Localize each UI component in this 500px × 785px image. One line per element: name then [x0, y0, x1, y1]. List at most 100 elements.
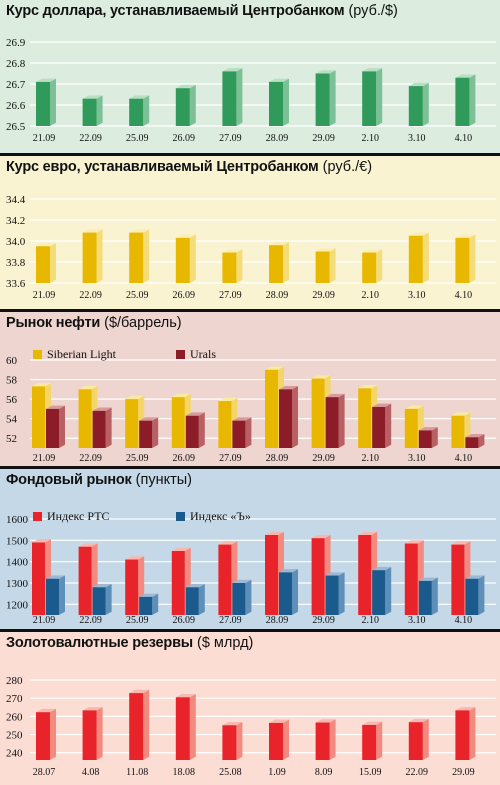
usd-rate-chart: 26.5 26.6 26.7 26.8 26.9 21.09 22.09 25.09 26.09…	[6, 37, 496, 144]
stock-x-tick-label: 21.09	[33, 615, 56, 626]
usd-bar	[315, 70, 336, 126]
stock-x-tick-label: 2.10	[361, 615, 379, 626]
stock-legend-kommersant-swatch	[176, 512, 185, 521]
oil-bar-series-2	[325, 393, 345, 448]
usd-x-tick-label: 27.09	[219, 133, 242, 144]
reserves-x-tick-label: 4.08	[82, 767, 100, 778]
reserves-bar	[82, 707, 103, 760]
stock-market-title: Фондовый рынок (пункты)	[6, 472, 192, 488]
eur-bar	[269, 241, 289, 283]
usd-x-tick-label: 29.09	[312, 133, 335, 144]
stock-x-tick-label: 22.09	[79, 615, 102, 626]
oil-bar-series-2	[46, 405, 65, 448]
oil-market-chart: 52 54 56 58 60 21.09 22.09 25.09 26.09 27.09 28.09…	[6, 355, 496, 464]
eur-y-tick-label: 34.0	[6, 236, 26, 248]
eur-x-tick-label: 22.09	[79, 290, 102, 301]
eur-x-tick-label: 3.10	[408, 290, 426, 301]
usd-x-tick-label: 26.09	[173, 133, 196, 144]
stock-y-tick-label: 1300	[6, 578, 29, 590]
stock-bar-series-2	[372, 566, 392, 615]
oil-x-tick-label: 25.09	[126, 453, 149, 464]
eur-x-tick-label: 2.10	[361, 290, 379, 301]
stock-market-panel: 1200 1300 1400 1500 1600 21.09 22.09 25.09 26.09…	[0, 469, 500, 629]
oil-x-tick-label: 21.09	[33, 453, 56, 464]
oil-bar-series-2	[418, 427, 438, 448]
stock-x-tick-label: 25.09	[126, 615, 149, 626]
reserves-y-tick-label: 240	[6, 748, 23, 760]
oil-x-tick-label: 26.09	[173, 453, 196, 464]
oil-x-tick-label: 29.09	[312, 453, 335, 464]
stock-bar-series-2	[279, 569, 298, 615]
stock-bar-series-2	[46, 575, 65, 615]
stock-bar-series-2	[92, 583, 112, 615]
reserves-bar	[408, 718, 429, 760]
reserves-x-tick-label: 29.09	[452, 767, 475, 778]
eur-bar	[455, 234, 476, 283]
usd-rate-title: Курс доллара, устанавливаемый Центробанк…	[6, 3, 398, 19]
stock-bar-series-2	[139, 593, 159, 615]
divider	[0, 153, 500, 156]
oil-x-tick-label: 22.09	[79, 453, 102, 464]
eur-x-tick-label: 27.09	[219, 290, 242, 301]
eur-x-tick-label: 29.09	[312, 290, 335, 301]
oil-x-tick-label: 28.09	[266, 453, 289, 464]
oil-bar-series-1	[451, 412, 471, 448]
reserves-x-tick-label: 25.08	[219, 767, 242, 778]
oil-y-tick-label: 58	[6, 375, 18, 387]
oil-bar-series-2	[372, 403, 392, 448]
usd-y-tick-label: 26.6	[6, 100, 26, 112]
oil-x-tick-label: 4.10	[455, 453, 473, 464]
stock-bar-series-2	[185, 583, 205, 615]
usd-bar	[222, 68, 243, 126]
oil-y-tick-label: 60	[6, 355, 18, 367]
usd-bar	[129, 95, 150, 126]
stock-bar-series-2	[418, 577, 438, 615]
divider	[0, 629, 500, 632]
eur-rate-title: Курс евро, устанавливаемый Центробанком …	[6, 159, 373, 175]
oil-legend-urals-label: Urals	[190, 347, 216, 361]
eur-y-tick-label: 34.2	[6, 215, 25, 227]
eur-bar	[315, 248, 336, 283]
reserves-title: Золотовалютные резервы ($ млрд)	[6, 635, 254, 651]
stock-x-tick-label: 27.09	[219, 615, 242, 626]
usd-bar	[408, 82, 429, 126]
usd-y-tick-label: 26.8	[6, 58, 26, 70]
oil-legend-siberian-light: Siberian Light	[33, 347, 116, 362]
oil-legend-siberian-light-label: Siberian Light	[47, 347, 116, 361]
usd-bar	[175, 84, 196, 126]
usd-bar	[362, 68, 383, 126]
eur-rate-panel: 33.6 33.8 34.0 34.2 34.4 21.09 22.09 25.09 26.09…	[0, 156, 500, 309]
usd-x-tick-label: 25.09	[126, 133, 149, 144]
stock-x-tick-label: 29.09	[312, 615, 335, 626]
stock-legend-rts: Индекс РТС	[33, 509, 110, 524]
reserves-bar	[222, 721, 243, 760]
oil-y-tick-label: 52	[6, 433, 17, 445]
usd-x-tick-label: 2.10	[361, 133, 379, 144]
stock-legend-kommersant: Индекс «Ъ»	[176, 509, 251, 524]
stock-x-tick-label: 3.10	[408, 615, 426, 626]
stock-market-chart: 1200 1300 1400 1500 1600 21.09 22.09 25.09 26.09…	[6, 514, 496, 626]
usd-x-tick-label: 21.09	[33, 133, 56, 144]
oil-y-tick-label: 56	[6, 394, 18, 406]
eur-bar	[222, 249, 243, 283]
stock-y-tick-label: 1400	[6, 557, 29, 569]
reserves-chart: 240 250 260 270 280 28.07 4.08 11.08 18.08 25.08 1…	[6, 675, 496, 778]
oil-legend-siberian-light-swatch	[33, 350, 42, 359]
stock-legend-rts-label: Индекс РТС	[47, 509, 110, 523]
usd-y-tick-label: 26.7	[6, 79, 26, 91]
oil-bar-series-2	[92, 407, 112, 448]
reserves-panel: 240 250 260 270 280 28.07 4.08 11.08 18.08 25.08 1…	[0, 632, 500, 785]
stock-bar-series-2	[232, 579, 252, 615]
usd-y-tick-label: 26.5	[6, 121, 26, 133]
eur-bar	[129, 229, 150, 283]
eur-bar	[408, 232, 429, 283]
usd-bar	[36, 78, 56, 126]
stock-y-tick-label: 1200	[6, 599, 29, 611]
eur-bar	[175, 234, 196, 283]
reserves-bar	[455, 707, 476, 760]
usd-x-tick-label: 3.10	[408, 133, 426, 144]
eur-rate-chart: 33.6 33.8 34.0 34.2 34.4 21.09 22.09 25.09 26.09…	[6, 194, 496, 301]
reserves-x-tick-label: 11.08	[126, 767, 148, 778]
oil-y-tick-label: 54	[6, 414, 18, 426]
reserves-bar	[362, 721, 383, 760]
